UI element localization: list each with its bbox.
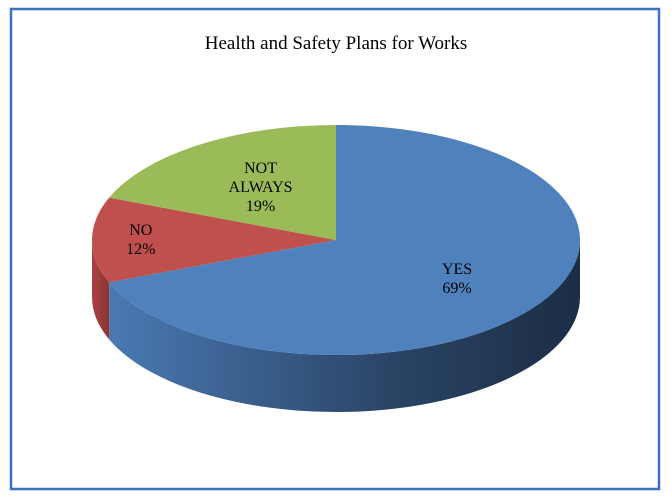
slice-label: NO 12% [96,221,186,259]
slice [92,197,336,283]
slice-side [109,240,581,412]
category-label: YES [441,260,473,278]
category-label: NO [129,222,153,239]
chart-title: Health and Safety Plans for Works [204,33,468,54]
slice [109,125,580,355]
category-label: NOT ALWAYS [228,160,293,197]
slice [109,125,336,240]
frame [9,7,661,491]
value-label: 12% [126,241,156,258]
value-label: 69% [442,279,472,297]
slice-label: NOT ALWAYS 19% [216,159,306,216]
value-label: 19% [245,198,276,216]
slice-label: YES 69% [412,260,502,298]
slice-side [92,240,110,340]
